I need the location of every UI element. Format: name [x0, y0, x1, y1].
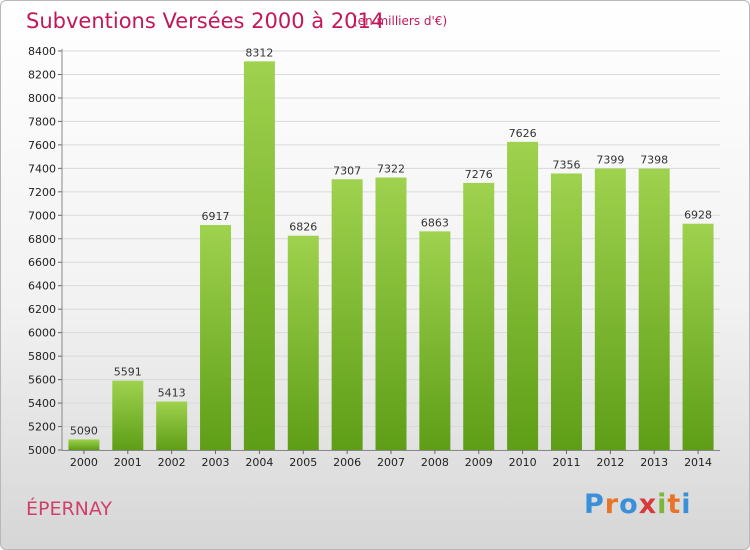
x-tick-label-2014: 2014: [684, 456, 712, 469]
y-tick-label: 6800: [28, 233, 56, 246]
logo-letter: i: [657, 489, 668, 520]
x-tick-label-2004: 2004: [245, 456, 273, 469]
y-tick-label: 5200: [28, 421, 56, 434]
value-label-2008: 6863: [421, 216, 449, 229]
value-label-2012: 7399: [596, 153, 624, 166]
x-tick-label-2012: 2012: [596, 456, 624, 469]
x-tick-label-2009: 2009: [465, 456, 493, 469]
bar-2003: [200, 225, 232, 450]
y-tick-label: 7200: [28, 186, 56, 199]
value-label-2006: 7307: [333, 164, 361, 177]
value-label-2014: 6928: [684, 209, 712, 222]
y-tick-label: 7000: [28, 209, 56, 222]
y-tick-label: 6000: [28, 327, 56, 340]
value-label-2009: 7276: [465, 168, 493, 181]
bar-2006: [331, 179, 363, 450]
x-tick-labels: 2000 2001 2002 2003 2004 2005 2006 2007 2008 2009…: [70, 450, 712, 469]
y-tick-labels: 5000 5200 5400 5600 5800 6000 6200 6400 6600 6800…: [28, 45, 56, 457]
logo-letter: P: [584, 489, 605, 520]
y-tick-label: 7600: [28, 139, 56, 152]
logo-letter: i: [681, 489, 692, 520]
proxiti-logo: Proxiti: [584, 489, 692, 520]
bar-2009: [463, 182, 495, 450]
y-tick-label: 6400: [28, 280, 56, 293]
x-tick-label-2008: 2008: [421, 456, 449, 469]
value-label-2001: 5591: [114, 366, 142, 379]
value-label-2007: 7322: [377, 163, 405, 176]
y-tick-label: 6600: [28, 256, 56, 269]
bar-2012: [594, 168, 626, 451]
bar-2013: [638, 168, 670, 450]
x-tick-label-2011: 2011: [552, 456, 580, 469]
value-label-2011: 7356: [552, 159, 580, 172]
x-tick-label-2001: 2001: [114, 456, 142, 469]
bar-2000: [68, 439, 100, 450]
value-label-2000: 5090: [70, 424, 98, 437]
logo-letter: t: [667, 489, 682, 520]
value-label-2013: 7398: [640, 154, 668, 167]
city-name: ÉPERNAY: [26, 498, 113, 520]
x-tick-label-2002: 2002: [158, 456, 186, 469]
bar-2001: [112, 380, 144, 450]
value-label-2002: 5413: [158, 387, 186, 400]
value-label-2005: 6826: [289, 221, 317, 234]
bar-2005: [287, 235, 319, 450]
bar-2011: [550, 173, 582, 450]
y-tick-label: 5000: [28, 444, 56, 457]
logo-letter: r: [604, 489, 620, 520]
value-label-2003: 6917: [202, 210, 230, 223]
bar-2010: [507, 141, 539, 450]
bar-2007: [375, 177, 407, 450]
x-tick-label-2007: 2007: [377, 456, 405, 469]
bar-2004: [243, 61, 275, 451]
y-tick-label: 5400: [28, 397, 56, 410]
chart-title: Subventions Versées 2000 à 2014: [26, 9, 385, 33]
y-tick-label: 7800: [28, 115, 56, 128]
value-label-2010: 7626: [509, 127, 537, 140]
x-tick-label-2000: 2000: [70, 456, 98, 469]
x-tick-label-2013: 2013: [640, 456, 668, 469]
y-tick-label: 8000: [28, 92, 56, 105]
chart-subtitle: (en milliers d'€): [353, 14, 448, 28]
value-label-2004: 8312: [245, 46, 273, 59]
y-tick-label: 7400: [28, 162, 56, 175]
y-tick-label: 5600: [28, 374, 56, 387]
x-tick-label-2006: 2006: [333, 456, 361, 469]
logo-letter: o: [619, 489, 639, 520]
y-tick-label: 8400: [28, 45, 56, 58]
bar-2008: [419, 231, 451, 450]
bars: [68, 61, 714, 451]
logo-letter: x: [638, 489, 658, 520]
y-tick-label: 5800: [28, 350, 56, 363]
x-tick-label-2003: 2003: [202, 456, 230, 469]
y-tick-label: 8200: [28, 68, 56, 81]
bar-2014: [682, 223, 714, 450]
x-tick-label-2005: 2005: [289, 456, 317, 469]
x-tick-label-2010: 2010: [509, 456, 537, 469]
y-tick-label: 6200: [28, 303, 56, 316]
value-labels: 5090 5591 5413 6917 8312 6826 7307 7322 6863 7276…: [70, 46, 712, 437]
bar-2002: [156, 401, 188, 450]
